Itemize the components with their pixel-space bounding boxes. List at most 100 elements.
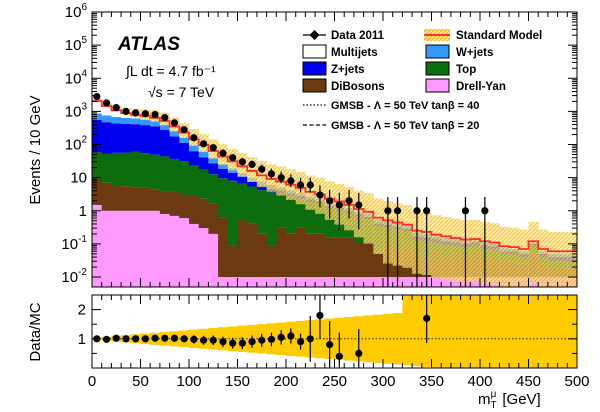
bar-drellyan-3 bbox=[121, 210, 132, 287]
legend-sm: Standard Model bbox=[424, 29, 542, 42]
legend-zjets: Z+jets bbox=[302, 61, 365, 76]
x-tick-label-7: 350 bbox=[419, 373, 444, 390]
bar-wjets-3 bbox=[121, 117, 132, 124]
ratio-band-bin-42 bbox=[499, 295, 510, 368]
bar-drellyan-17 bbox=[256, 277, 267, 287]
bar-top-20 bbox=[286, 196, 297, 234]
bar-dibosons-6 bbox=[150, 189, 161, 211]
bar-wjets-11 bbox=[198, 151, 209, 158]
ratio-data-points bbox=[93, 295, 431, 368]
data-point-10 bbox=[190, 134, 198, 142]
bar-top-19 bbox=[276, 193, 287, 228]
y-tick-label-6: 104 bbox=[65, 68, 88, 87]
bar-drellyan-27 bbox=[353, 277, 364, 287]
y-tick-label-8: 106 bbox=[65, 2, 88, 21]
x-tick-label-10: 500 bbox=[564, 373, 589, 390]
bar-dibosons-18 bbox=[266, 245, 277, 278]
bar-dibosons-26 bbox=[344, 237, 355, 278]
bar-dibosons-16 bbox=[247, 223, 258, 278]
bar-dibosons-21 bbox=[295, 227, 306, 278]
ratio-point-11 bbox=[199, 336, 208, 344]
data-point-5 bbox=[141, 110, 149, 118]
data-point-19 bbox=[277, 174, 285, 182]
legend-multijets: Multijets bbox=[302, 44, 378, 59]
ratio-band-bin-26 bbox=[344, 316, 355, 361]
bar-top-11 bbox=[198, 169, 209, 199]
bar-dibosons-19 bbox=[276, 227, 287, 278]
data-point-11 bbox=[199, 140, 208, 148]
bar-wjets-8 bbox=[169, 130, 180, 137]
bar-multijets-1 bbox=[101, 106, 112, 116]
ratio-point-14 bbox=[229, 339, 237, 347]
band-bin-46 bbox=[538, 229, 549, 287]
bar-top-15 bbox=[237, 183, 248, 221]
bar-drellyan-25 bbox=[334, 277, 345, 287]
bar-zjets-13 bbox=[218, 168, 229, 179]
data-point-38 bbox=[461, 207, 470, 215]
bar-dibosons-13 bbox=[218, 217, 229, 278]
x-tick-label-4: 200 bbox=[273, 373, 298, 390]
data-point-27 bbox=[355, 201, 363, 209]
bar-dibosons-1 bbox=[101, 182, 112, 211]
bar-wjets-4 bbox=[130, 118, 141, 125]
bar-dibosons-23 bbox=[315, 233, 326, 278]
bar-drellyan-29 bbox=[373, 277, 384, 287]
bar-wjets-1 bbox=[101, 115, 112, 123]
bar-drellyan-7 bbox=[159, 213, 170, 287]
band-bin-48 bbox=[557, 231, 568, 287]
energy-label: √s = 7 TeV bbox=[148, 84, 215, 100]
bar-dibosons-24 bbox=[324, 237, 335, 278]
ratio-point-15 bbox=[238, 339, 246, 347]
ratio-point-26 bbox=[355, 349, 363, 357]
x-tick-label-8: 400 bbox=[467, 373, 492, 390]
bar-dibosons-5 bbox=[140, 187, 151, 211]
bar-zjets-11 bbox=[198, 157, 209, 170]
legend-wjets: W+jets bbox=[425, 44, 493, 59]
bar-wjets-0 bbox=[92, 113, 103, 120]
data-point-8 bbox=[170, 119, 179, 127]
legend-gmsb20-label: GMSB - Λ = 50 TeV tanβ = 20 bbox=[331, 120, 479, 132]
bar-drellyan-15 bbox=[237, 277, 248, 287]
data-point-31 bbox=[393, 207, 402, 215]
bar-dibosons-12 bbox=[208, 203, 219, 234]
bar-zjets-14 bbox=[227, 172, 238, 181]
ratio-band-bin-48 bbox=[557, 295, 568, 368]
ratio-point-17 bbox=[258, 336, 266, 344]
ratio-point-18 bbox=[267, 335, 276, 343]
data-point-3 bbox=[122, 107, 130, 115]
bar-drellyan-21 bbox=[295, 277, 306, 287]
data-point-12 bbox=[209, 144, 217, 152]
ratio-point-5 bbox=[141, 335, 149, 343]
bar-drellyan-32 bbox=[402, 277, 413, 287]
data-point-15 bbox=[238, 158, 246, 166]
band-bin-47 bbox=[547, 231, 558, 287]
x-tick-label-5: 250 bbox=[322, 373, 347, 390]
ratio-point-24 bbox=[326, 341, 334, 349]
bar-dibosons-7 bbox=[159, 191, 170, 214]
ratio-point-3 bbox=[122, 335, 130, 343]
bar-zjets-15 bbox=[237, 176, 248, 184]
ratio-point-23 bbox=[316, 311, 324, 320]
bar-drellyan-35 bbox=[431, 277, 442, 287]
bar-drellyan-5 bbox=[140, 210, 151, 287]
y-tick-label-7: 105 bbox=[65, 35, 88, 54]
bar-wjets-5 bbox=[140, 119, 151, 126]
ratio-point-12 bbox=[209, 336, 217, 344]
main-y-axis-label: Events / 10 GeV bbox=[27, 95, 44, 204]
ratio-band-bin-38 bbox=[460, 295, 471, 368]
bar-drellyan-26 bbox=[344, 277, 355, 287]
legend-drellyan: Drell-Yan bbox=[425, 78, 506, 93]
ratio-point-4 bbox=[132, 335, 140, 343]
band-bin-41 bbox=[489, 223, 500, 286]
bar-top-17 bbox=[256, 190, 267, 234]
bar-drellyan-10 bbox=[189, 223, 200, 287]
x-tick-label-2: 100 bbox=[176, 373, 201, 390]
bar-zjets-16 bbox=[247, 181, 258, 187]
bar-wjets-2 bbox=[111, 116, 122, 124]
band-bin-28 bbox=[363, 193, 374, 244]
bar-wjets-7 bbox=[159, 124, 170, 131]
data-point-14 bbox=[229, 154, 237, 162]
legend-top: Top bbox=[425, 61, 476, 76]
ratio-band-bin-43 bbox=[509, 295, 520, 368]
bar-top-3 bbox=[121, 152, 132, 187]
